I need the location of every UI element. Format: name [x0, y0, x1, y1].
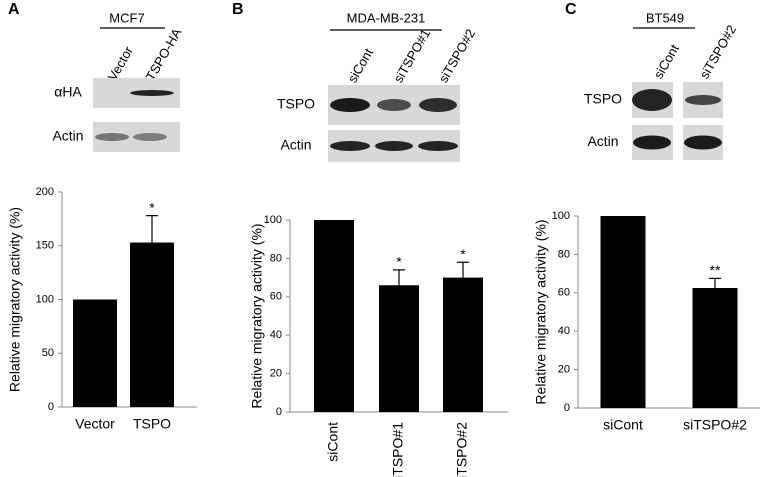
blot-band	[685, 95, 721, 105]
band-label: TSPO	[277, 96, 315, 112]
y-tick-label: 40	[270, 329, 282, 341]
lane-label: siCont	[651, 41, 683, 81]
blot-band	[133, 133, 167, 141]
lane-label: siCont	[345, 45, 377, 85]
blot-band	[632, 89, 672, 111]
significance: *	[460, 246, 466, 262]
y-tick-label: 100	[36, 293, 54, 305]
x-tick-label: siCont	[603, 417, 643, 433]
y-tick-label: 100	[264, 214, 282, 226]
band-label: Actin	[587, 133, 618, 149]
blot-band	[330, 98, 370, 112]
y-tick-label: 0	[48, 401, 54, 413]
y-tick-label: 80	[270, 252, 282, 264]
panel-letter: A	[8, 1, 20, 18]
significance: **	[710, 262, 721, 278]
lane-label: Vector	[105, 43, 137, 83]
y-tick-label: 200	[36, 186, 54, 198]
y-tick-label: 20	[270, 368, 282, 380]
y-tick-label: 60	[558, 287, 570, 299]
y-axis-label: Relative migratory activity (%)	[7, 207, 23, 392]
blot-title: BT549	[646, 10, 684, 25]
y-axis-label: Relative migratory activity (%)	[533, 219, 549, 404]
bar	[379, 285, 419, 412]
y-tick-label: 50	[42, 347, 54, 359]
x-tick-label: siTSPO#1	[390, 422, 406, 477]
x-tick-label: TSPO	[133, 416, 171, 432]
x-tick-label: siTSPO#2	[454, 422, 470, 477]
blot-band	[95, 133, 129, 141]
lane-label: TSPO-HA	[143, 25, 185, 83]
y-tick-label: 100	[552, 210, 570, 222]
y-tick-label: 20	[558, 364, 570, 376]
blot-band	[375, 141, 413, 151]
band-label: Actin	[52, 128, 83, 144]
band-label: Actin	[280, 137, 311, 153]
y-tick-label: 60	[270, 291, 282, 303]
y-axis-label: Relative migratory activity (%)	[249, 223, 265, 408]
lane-label: siTSPO#2	[697, 22, 740, 81]
blot-band	[419, 98, 457, 112]
blot-title: MDA-MB-231	[347, 10, 426, 25]
y-tick-label: 80	[558, 248, 570, 260]
x-tick-label: Vector	[75, 416, 115, 432]
bar	[130, 242, 174, 407]
y-tick-label: 0	[564, 402, 570, 414]
blot-band	[130, 90, 174, 96]
panel-letter: B	[232, 1, 244, 18]
bar	[692, 288, 738, 408]
y-tick-label: 40	[558, 325, 570, 337]
band-label: TSPO	[584, 91, 622, 107]
lane-label: siTSPO#1	[391, 26, 434, 85]
blot-band	[418, 141, 458, 151]
significance: *	[396, 254, 402, 270]
blot-band	[377, 99, 411, 111]
lane-label: siTSPO#2	[436, 26, 479, 85]
blot-band	[330, 141, 370, 151]
bar	[443, 277, 483, 412]
bar	[600, 216, 646, 408]
bar	[73, 299, 117, 407]
panel-letter: C	[565, 1, 577, 18]
x-tick-label: siTSPO#2	[683, 417, 747, 433]
blot-title: MCF7	[109, 10, 144, 25]
band-label: αHA	[54, 84, 82, 100]
y-tick-label: 150	[36, 240, 54, 252]
bar	[314, 220, 354, 412]
blot-band	[684, 135, 722, 150]
significance: *	[149, 199, 155, 215]
blot-band	[633, 135, 671, 150]
y-tick-label: 0	[276, 406, 282, 418]
x-tick-label: siCont	[325, 422, 341, 462]
